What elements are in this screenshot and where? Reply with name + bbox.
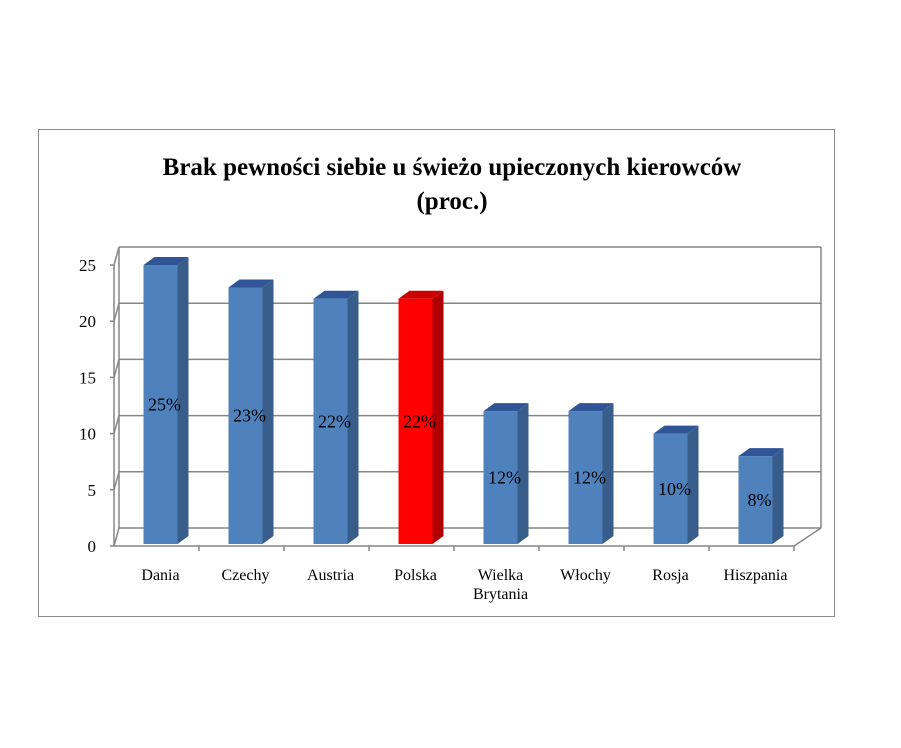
bar-side-0 bbox=[177, 257, 189, 544]
labels-layer: 0 5 10 15 20 25 25% Dania 23% Czechy 22% Austria 22%… bbox=[79, 256, 787, 603]
chart-frame: Brak pewności siebie u świeżo upieczonyc… bbox=[38, 129, 835, 617]
bar-side-6 bbox=[687, 425, 699, 544]
bar-top-5 bbox=[568, 403, 614, 412]
bar-side-1 bbox=[262, 279, 274, 544]
category-label-line-2-0: Austria bbox=[307, 567, 354, 584]
category-label-4: Wielka Brytania bbox=[473, 567, 528, 603]
bar-chart: Brak pewności siebie u świeżo upieczonyc… bbox=[79, 154, 822, 603]
bar-top-6 bbox=[653, 425, 699, 434]
data-label-1: 23% bbox=[233, 406, 266, 426]
category-label-1: Czechy bbox=[222, 567, 270, 584]
gridline-side-0 bbox=[113, 527, 120, 547]
data-label-7: 8% bbox=[748, 490, 772, 510]
bar-front-4 bbox=[483, 411, 518, 544]
gridline-side-20 bbox=[113, 302, 120, 322]
bar-5 bbox=[568, 403, 614, 544]
category-label-line-4-1: Brytania bbox=[473, 586, 528, 603]
bar-2 bbox=[313, 290, 359, 544]
data-label-2: 22% bbox=[318, 411, 351, 431]
category-label-line-4-0: Wielka bbox=[478, 567, 524, 584]
bar-top-1 bbox=[228, 279, 274, 288]
bar-7 bbox=[738, 448, 784, 544]
bar-top-0 bbox=[143, 257, 189, 265]
bar-top-7 bbox=[738, 448, 784, 457]
bar-front-3 bbox=[398, 298, 433, 544]
category-label-6: Rosja bbox=[652, 567, 688, 584]
bar-front-5 bbox=[568, 411, 603, 544]
category-label-line-3-0: Polska bbox=[394, 567, 437, 584]
bar-side-4 bbox=[517, 403, 529, 544]
category-label-0: Dania bbox=[141, 567, 179, 584]
bar-4 bbox=[483, 403, 529, 544]
chart-title: Brak pewności siebie u świeżo upieczonyc… bbox=[163, 154, 742, 181]
data-label-3: 22% bbox=[403, 411, 436, 431]
gridline-side-25 bbox=[113, 246, 120, 266]
gridline-side-10 bbox=[113, 415, 120, 434]
bar-front-7 bbox=[738, 456, 773, 544]
gridline-side-15 bbox=[113, 359, 120, 378]
floor-right-edge bbox=[793, 527, 822, 547]
category-label-7: Hiszpania bbox=[724, 567, 788, 584]
bar-side-5 bbox=[602, 403, 614, 544]
chart-subtitle: (proc.) bbox=[416, 188, 487, 215]
category-label-line-0-0: Dania bbox=[141, 567, 179, 584]
data-label-0: 25% bbox=[148, 395, 181, 415]
bar-front-1 bbox=[228, 287, 263, 544]
category-label-line-7-0: Hiszpania bbox=[724, 567, 788, 584]
bar-0 bbox=[143, 257, 189, 544]
y-tick-label-5: 5 bbox=[88, 481, 97, 500]
data-label-6: 10% bbox=[658, 479, 691, 499]
category-label-line-1-0: Czechy bbox=[222, 567, 270, 584]
bar-6 bbox=[653, 425, 699, 544]
data-label-5: 12% bbox=[573, 468, 606, 488]
y-tick-label-10: 10 bbox=[79, 425, 96, 444]
gridline-side-5 bbox=[113, 471, 120, 491]
bar-side-3 bbox=[432, 290, 444, 544]
grid-layer bbox=[110, 246, 822, 551]
bar-top-3 bbox=[398, 290, 444, 299]
bar-1 bbox=[228, 279, 274, 544]
bar-side-7 bbox=[772, 448, 784, 544]
bar-front-6 bbox=[653, 433, 688, 544]
y-tick-label-20: 20 bbox=[79, 312, 96, 331]
bar-3 bbox=[398, 290, 444, 544]
bar-top-4 bbox=[483, 403, 529, 412]
bars-layer bbox=[143, 257, 784, 544]
y-tick-label-15: 15 bbox=[79, 368, 96, 387]
bar-front-2 bbox=[313, 298, 348, 544]
bar-side-2 bbox=[347, 290, 359, 544]
category-label-3: Polska bbox=[394, 567, 437, 584]
category-label-5: Włochy bbox=[560, 567, 611, 584]
category-label-line-6-0: Rosja bbox=[652, 567, 688, 584]
data-label-4: 12% bbox=[488, 468, 521, 488]
category-label-line-5-0: Włochy bbox=[560, 567, 611, 584]
y-tick-label-25: 25 bbox=[79, 256, 96, 275]
bar-top-2 bbox=[313, 290, 359, 299]
category-label-2: Austria bbox=[307, 567, 354, 584]
y-tick-label-0: 0 bbox=[88, 537, 97, 556]
bar-front-0 bbox=[143, 265, 178, 544]
